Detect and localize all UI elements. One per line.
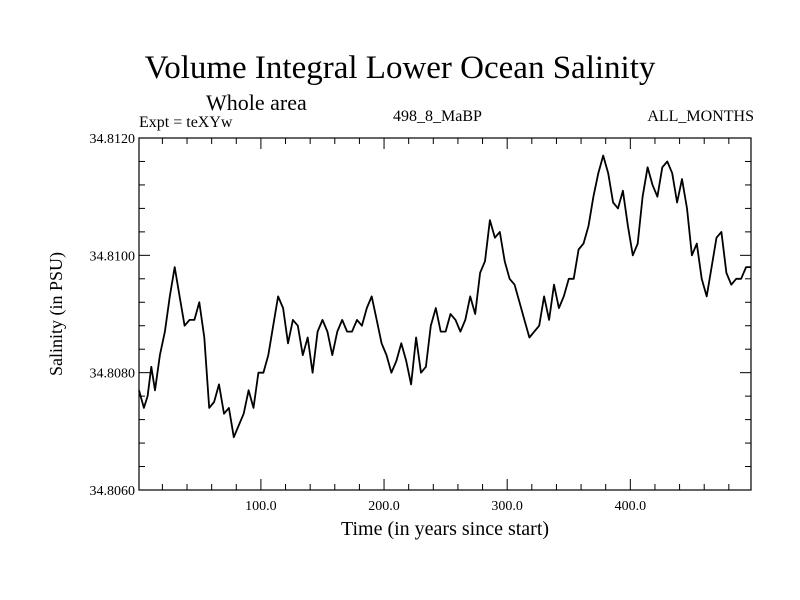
y-tick-label: 34.8080 xyxy=(90,367,136,382)
y-tick-label: 34.8060 xyxy=(90,484,136,499)
series-line xyxy=(138,154,751,439)
tick-labels: 100.0 200.0 300.0 400.0 34.8060 34.8080 34.810… xyxy=(90,132,647,514)
x-axis-label: Time (in years since start) xyxy=(341,518,549,540)
experiment-label: Expt = teXYw xyxy=(139,114,233,131)
chart-subtitle: Whole area xyxy=(206,90,307,115)
y-axis-label: Salinity (in PSU) xyxy=(46,252,67,376)
x-tick-label: 400.0 xyxy=(615,499,647,514)
x-tick-label: 200.0 xyxy=(368,499,400,514)
months-label: ALL_MONTHS xyxy=(647,108,754,125)
y-tick-label: 34.8100 xyxy=(90,249,136,264)
x-tick-label: 300.0 xyxy=(491,499,523,514)
plot-frame xyxy=(138,137,752,491)
x-tick-label: 100.0 xyxy=(245,499,277,514)
axis-ticks xyxy=(139,138,751,490)
y-tick-label: 34.8120 xyxy=(90,132,136,147)
chart-title: Volume Integral Lower Ocean Salinity xyxy=(144,50,656,86)
run-label: 498_8_MaBP xyxy=(393,108,482,125)
